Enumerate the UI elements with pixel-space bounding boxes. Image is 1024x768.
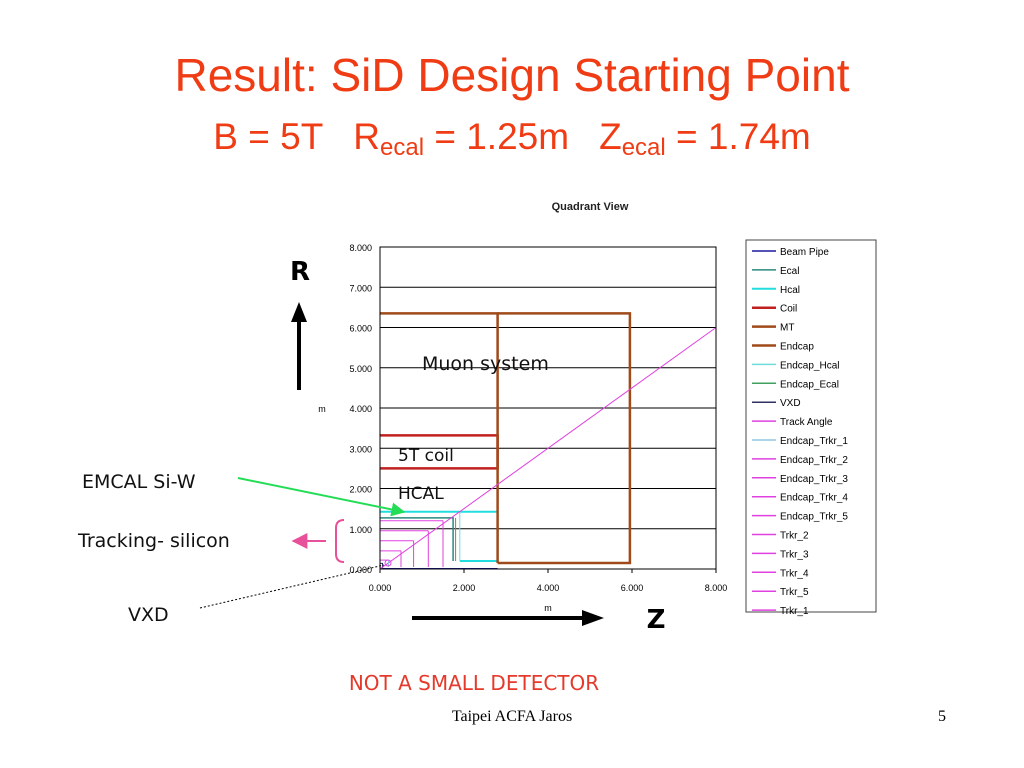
legend-entry: Trkr_2 — [780, 531, 809, 542]
z-axis-arrow-head — [582, 610, 604, 626]
series-endcap — [497, 312, 632, 565]
chart-title: Quadrant View — [552, 201, 629, 213]
tracking-annotation: Tracking- silicon — [77, 530, 230, 552]
legend-entry: Endcap_Trkr_5 — [780, 512, 848, 523]
z-ecal-symbol: Z — [599, 116, 622, 157]
z-ecal-subscript: ecal — [621, 134, 666, 161]
coil-label: 5T coil — [398, 446, 454, 466]
plot-frame — [379, 246, 717, 570]
legend-entry: Endcap_Trkr_2 — [780, 455, 848, 466]
field-strength: B = 5T — [213, 116, 324, 157]
x-tick-label: 2.000 — [453, 583, 476, 593]
x-tick-label: 8.000 — [705, 583, 728, 593]
legend-entry: Track Angle — [780, 417, 833, 428]
y-tick-label: 4.000 — [349, 404, 372, 414]
tracking-bracket — [335, 519, 345, 563]
legend-box — [745, 239, 877, 613]
bottom-note: NOT A SMALL DETECTOR — [349, 671, 599, 695]
r-axis-annotation: R — [290, 257, 310, 287]
legend-entry: Trkr_4 — [780, 568, 809, 579]
legend-entry: Endcap — [780, 342, 814, 353]
x-axis-label: m — [544, 603, 552, 613]
x-tick-label: 4.000 — [537, 583, 560, 593]
hcal-label: HCAL — [398, 484, 444, 504]
y-tick-label: 8.000 — [349, 243, 372, 253]
legend-entry: Trkr_3 — [780, 549, 809, 560]
emcal-arrow — [237, 477, 406, 517]
legend-entry: Ecal — [780, 266, 799, 277]
r-ecal-symbol: R — [353, 116, 381, 157]
y-tick-label: 1.000 — [349, 525, 372, 535]
r-ecal-value: = 1.25m — [424, 116, 570, 157]
legend-entry: Endcap_Trkr_4 — [780, 493, 848, 504]
x-tick-label: 6.000 — [621, 583, 644, 593]
legend-entry: Endcap_Ecal — [780, 379, 839, 390]
y-tick-label: 2.000 — [349, 485, 372, 495]
legend-entry: Endcap_Hcal — [780, 360, 839, 371]
z-axis-annotation: Z — [647, 605, 666, 635]
y-tick-label: 5.000 — [349, 364, 372, 374]
muon-system-label: Muon system — [422, 353, 549, 375]
y-tick-label: 6.000 — [349, 324, 372, 334]
slide-title: Result: SiD Design Starting Point — [174, 49, 850, 101]
legend-entry: Trkr_1 — [780, 606, 809, 617]
y-axis-label: m — [318, 404, 326, 414]
z-ecal-value: = 1.74m — [665, 116, 811, 157]
series-ecal — [380, 517, 454, 561]
series-track-angle — [379, 327, 717, 570]
slide-subtitle: B = 5T Recal = 1.25m Zecal = 1.74m — [0, 114, 1024, 160]
x-tick-label: 0.000 — [369, 583, 392, 593]
legend-entry: Endcap_Trkr_3 — [780, 474, 848, 485]
vxd-marker — [384, 559, 392, 567]
page-number: 5 — [938, 708, 946, 725]
legend-entry: Coil — [780, 304, 797, 315]
r-axis-arrow-head — [291, 302, 307, 322]
legend-entry: Beam Pipe — [780, 247, 829, 258]
footer-text: Taipei ACFA Jaros — [451, 708, 573, 725]
legend-entry: Hcal — [780, 285, 800, 296]
legend-entry: MT — [780, 323, 794, 334]
legend-entry: Endcap_Trkr_1 — [780, 436, 848, 447]
emcal-annotation: EMCAL Si-W — [82, 471, 196, 493]
vxd-pointer — [199, 564, 385, 609]
r-ecal-subscript: ecal — [380, 134, 425, 161]
y-tick-label: 7.000 — [349, 283, 372, 293]
legend-entry: VXD — [780, 398, 801, 409]
vxd-annotation: VXD — [128, 604, 169, 626]
series-hcal — [380, 510, 499, 562]
legend-entry: Trkr_5 — [780, 587, 809, 598]
series-mt — [380, 312, 499, 563]
y-tick-label: 3.000 — [349, 444, 372, 454]
